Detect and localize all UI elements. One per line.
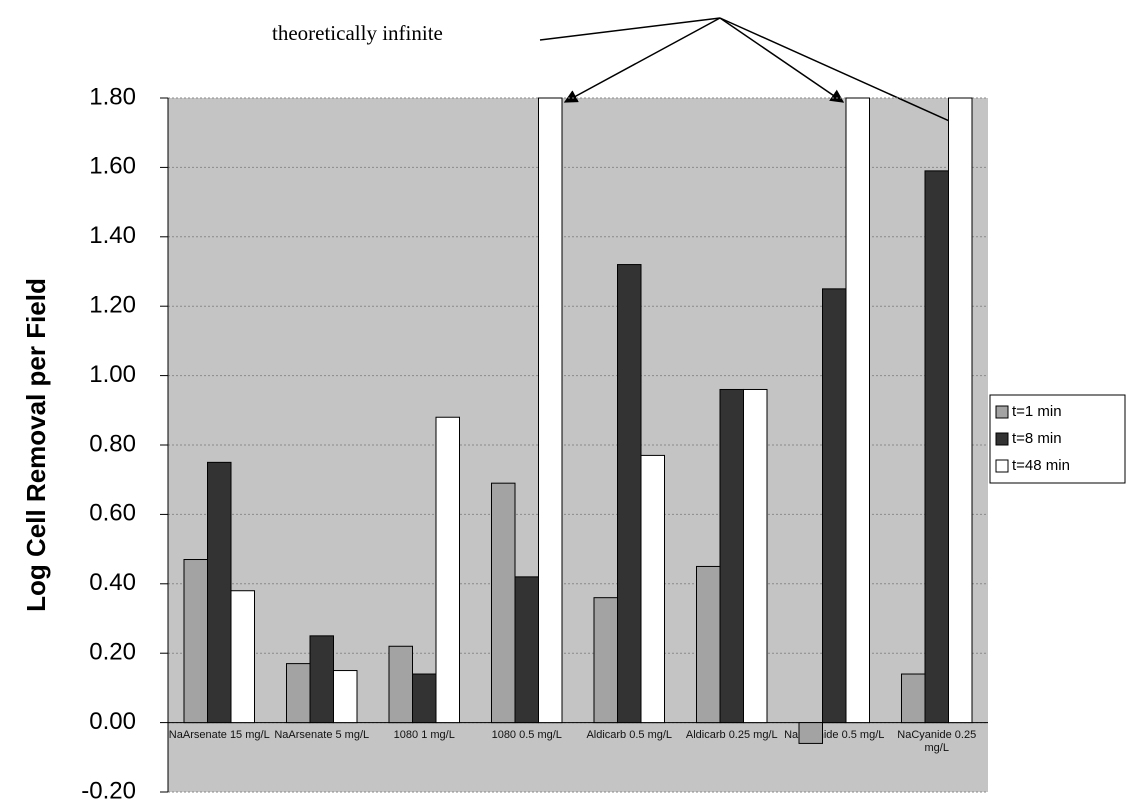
bar	[822, 288, 847, 724]
x-tick-label: NaCyanide 0.25 mg/L	[897, 728, 977, 754]
y-tick-label: 0.00	[89, 708, 136, 735]
x-tick-label-box: Aldicarb 0.5 mg/L	[586, 728, 673, 741]
y-tick-label: -0.20	[81, 777, 136, 804]
x-tick-label: NaCyanide 0.5 mg/L	[784, 728, 885, 741]
bar	[593, 597, 618, 724]
bar	[230, 590, 255, 724]
bar	[388, 645, 413, 724]
bar	[845, 97, 870, 724]
bar	[924, 170, 949, 724]
bar	[183, 559, 208, 724]
y-tick-label: 0.80	[89, 430, 136, 457]
x-tick-label: Aldicarb 0.25 mg/L	[685, 728, 778, 741]
y-tick-label: 1.40	[89, 222, 136, 249]
y-tick-label: 0.20	[89, 639, 136, 666]
y-tick-label: 0.60	[89, 500, 136, 527]
bar	[538, 97, 563, 724]
legend-label: t=1 min	[1012, 403, 1062, 420]
bar	[901, 673, 926, 724]
x-tick-label-box: 1080 0.5 mg/L	[491, 728, 562, 741]
y-axis-label: Log Cell Removal per Field	[21, 278, 51, 612]
legend-label: t=48 min	[1012, 457, 1070, 474]
bar	[491, 482, 516, 724]
x-tick-label-box: NaArsenate 15 mg/L	[168, 728, 270, 741]
legend-swatch	[995, 459, 1009, 473]
x-tick-label: 1080 1 mg/L	[393, 728, 455, 741]
y-tick-label: 1.80	[89, 83, 136, 110]
bar	[719, 388, 744, 724]
x-tick-label: NaArsenate 15 mg/L	[168, 728, 270, 741]
y-tick-label: 1.20	[89, 292, 136, 319]
x-tick-label-box: NaCyanide 0.5 mg/L	[784, 728, 885, 741]
bar	[435, 416, 460, 724]
y-tick-label: 0.40	[89, 569, 136, 596]
bar	[286, 663, 311, 724]
x-tick-label-box: Aldicarb 0.25 mg/L	[685, 728, 778, 741]
y-tick-label: 1.00	[89, 361, 136, 388]
legend-label: t=8 min	[1012, 430, 1062, 447]
bar	[696, 565, 721, 724]
legend-swatch	[995, 432, 1009, 446]
bar	[309, 635, 334, 724]
x-tick-label-box: 1080 1 mg/L	[393, 728, 455, 741]
bar	[333, 670, 358, 724]
annotation: theoretically infinite	[272, 21, 443, 45]
x-tick-label: 1080 0.5 mg/L	[491, 728, 562, 741]
bar	[640, 454, 665, 724]
x-tick-label: Aldicarb 0.5 mg/L	[586, 728, 673, 741]
bar	[948, 97, 973, 724]
bar	[743, 388, 768, 724]
bar	[207, 461, 232, 724]
bar	[798, 722, 823, 744]
x-tick-label-box: NaCyanide 0.25 mg/L	[897, 728, 977, 754]
bar	[412, 673, 437, 724]
x-tick-label: NaArsenate 5 mg/L	[274, 728, 370, 741]
y-tick-label: 1.60	[89, 153, 136, 180]
annotation-arrows	[539, 17, 967, 130]
bar	[514, 576, 539, 724]
x-tick-label-box: NaArsenate 5 mg/L	[274, 728, 370, 741]
bar	[617, 264, 642, 724]
legend-swatch	[995, 405, 1009, 419]
legend-box	[989, 394, 1126, 484]
